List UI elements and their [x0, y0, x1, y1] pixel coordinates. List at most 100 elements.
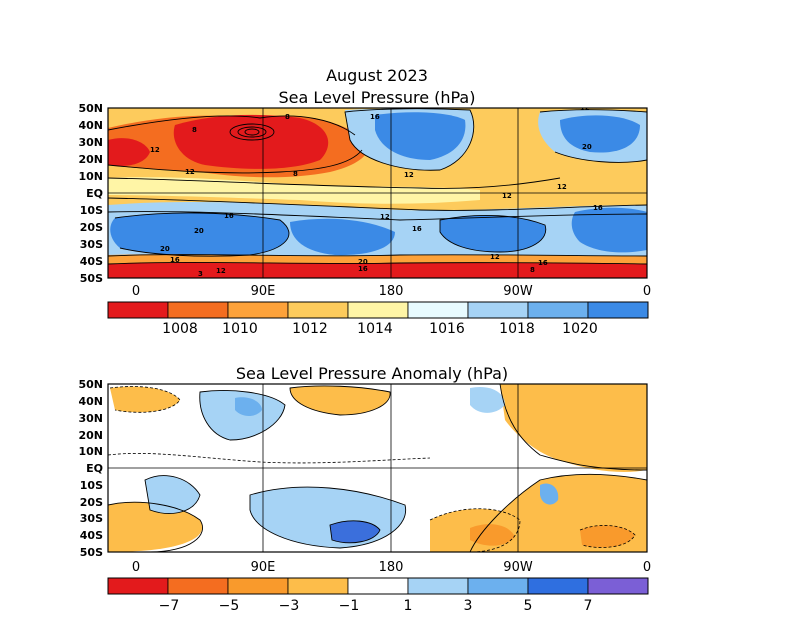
colorbar-swatch [287, 577, 349, 595]
colorbar-swatch [467, 301, 529, 319]
colorbar-label: 1016 [429, 321, 465, 337]
colorbar-swatch [107, 301, 169, 319]
top-title-variable: Sea Level Pressure (hPa) [279, 88, 476, 107]
south-pacific-high-core [440, 215, 546, 252]
contour-label: 16 [224, 212, 234, 220]
lat-label: 10S [80, 479, 103, 492]
colorbar-label: 1014 [357, 321, 393, 337]
colorbar-label: 1020 [562, 321, 598, 337]
lon-label: 180 [379, 284, 404, 299]
lat-label: 10N [78, 170, 103, 183]
contour-label: 20 [194, 227, 204, 235]
lat-label: 50N [78, 102, 103, 115]
lat-label: 20S [80, 221, 103, 234]
lon-label: 180 [379, 560, 404, 575]
north-pacific-positive-anomaly [470, 386, 505, 413]
lat-label: 40S [80, 255, 103, 268]
colorbar-swatch [107, 577, 169, 595]
lat-label: EQ [86, 187, 103, 200]
colorbar-label: 1008 [162, 321, 198, 337]
lat-label: 40S [80, 529, 103, 542]
australia-positive-core [330, 520, 380, 543]
lon-label: 90W [503, 560, 533, 575]
contour-labels: 8 8 12 12 8 12 16 16 20 20 16 12 12 16 1… [150, 104, 603, 278]
colorbar-swatch [407, 301, 469, 319]
asia-positive-core [235, 397, 262, 416]
lat-label: 50S [80, 272, 103, 285]
colorbar-label: 1012 [292, 321, 328, 337]
bottom-title: Sea Level Pressure Anomaly (hPa) [236, 364, 508, 383]
contour-label: 20 [358, 258, 368, 266]
contour-label: 12 [490, 253, 500, 261]
contour-label: 16 [538, 259, 548, 267]
lat-label: 50S [80, 546, 103, 559]
contour-label: 20 [582, 143, 592, 151]
lat-label: 30S [80, 512, 103, 525]
lat-label: EQ [86, 462, 103, 475]
lat-label: 40N [78, 119, 103, 132]
contour-label: 12 [404, 171, 414, 179]
lat-label: 20N [78, 153, 103, 166]
colorbar-label: −1 [339, 598, 360, 614]
bottom-lon-axis: 0 90E 180 90W 0 [132, 560, 651, 575]
southern-ocean-mid-band [108, 254, 647, 264]
colorbar-swatch [407, 577, 469, 595]
asia-deep-low-region [173, 114, 329, 169]
australia-high-core [290, 218, 395, 256]
lon-label: 90E [251, 284, 276, 299]
africa-low-region [108, 138, 150, 167]
contour-label: 12 [150, 146, 160, 154]
colorbar-label: 7 [584, 598, 593, 614]
colorbar-label: 5 [524, 598, 533, 614]
south-america-positive-anomaly [540, 483, 559, 505]
contour-label: 8 [293, 170, 298, 178]
top-lat-axis: 50N 40N 30N 20N 10N EQ 10S 20S 30S 40S 5… [78, 102, 103, 285]
contour-label: 12 [380, 213, 390, 221]
north-pacific-high-core [375, 112, 466, 160]
top-lon-axis: 0 90E 180 90W 0 [132, 284, 651, 299]
north-atlantic-high-core [560, 115, 640, 153]
colorbar-label: 1010 [222, 321, 258, 337]
contour-label: 12 [580, 104, 590, 112]
colorbar-swatch [287, 301, 349, 319]
colorbar-swatch [167, 577, 229, 595]
colorbar-label: 3 [464, 598, 473, 614]
colorbar-label: −3 [279, 598, 300, 614]
colorbar-swatch [527, 301, 589, 319]
contour-label: 8 [192, 126, 197, 134]
colorbar-swatch [587, 577, 649, 595]
lon-label: 0 [643, 284, 651, 299]
lat-label: 30N [78, 136, 103, 149]
north-pacific-negative-anomaly [290, 385, 391, 415]
south-atlantic-high-core [571, 207, 647, 253]
top-colorbar: 1008 1010 1012 1014 1016 1018 1020 [107, 301, 649, 337]
lat-label: 30N [78, 412, 103, 425]
indian-ocean-high-core [110, 212, 289, 257]
lon-label: 90W [503, 284, 533, 299]
contour-label: 8 [530, 266, 535, 274]
africa-negative-anomaly [110, 386, 180, 413]
top-grid [108, 108, 647, 278]
contour-label: 16 [358, 265, 368, 273]
bottom-colorbar: −7 −5 −3 −1 1 3 5 7 [107, 577, 649, 614]
southern-ocean-low-band [108, 260, 647, 278]
contour-label: 16 [370, 113, 380, 121]
bottom-map-frame [107, 383, 648, 553]
colorbar-swatch [227, 577, 289, 595]
contour-label: 16 [170, 256, 180, 264]
lon-label: 0 [132, 284, 140, 299]
east-pacific-atlantic-negative-anomaly [500, 384, 647, 473]
lon-label: 0 [643, 560, 651, 575]
contour-label: 3 [198, 270, 203, 278]
far-south-deep-negative [470, 524, 515, 546]
contour-label: 12 [557, 183, 567, 191]
contour-label: 20 [160, 245, 170, 253]
south-atlantic-deep-negative [580, 525, 635, 548]
contour-label: 12 [502, 192, 512, 200]
north-indian-low-region [108, 177, 480, 204]
lat-label: 40N [78, 395, 103, 408]
lat-label: 20N [78, 429, 103, 442]
colorbar-label: −5 [219, 598, 240, 614]
contour-label: 16 [412, 225, 422, 233]
colorbar-swatch [467, 577, 529, 595]
